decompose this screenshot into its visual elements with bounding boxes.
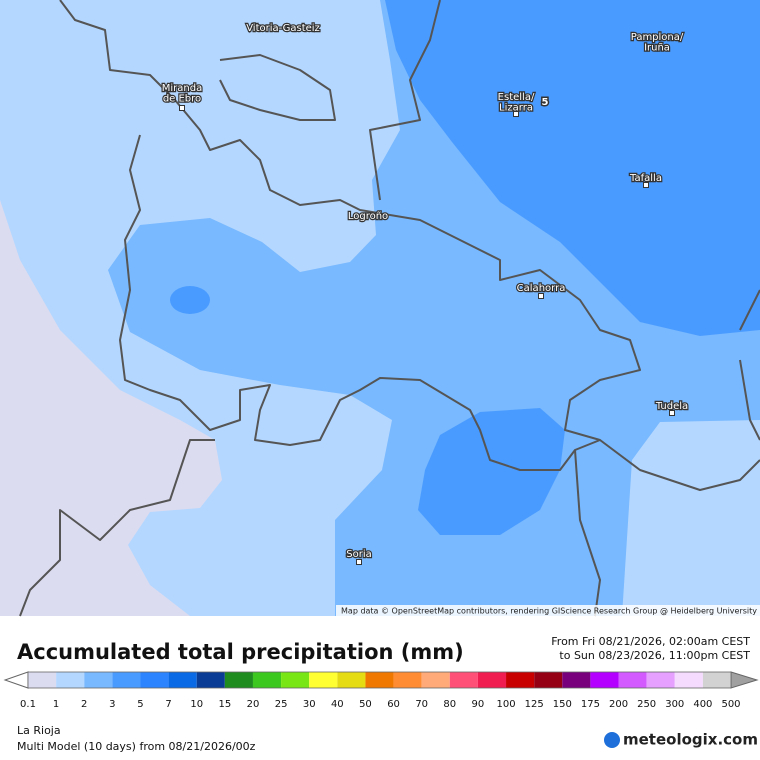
city-label: Vitoria-Gasteiz: [246, 23, 320, 34]
city-dot: [179, 105, 185, 111]
legend-swatch: [421, 672, 450, 688]
city-dot: [356, 559, 362, 565]
city-label: Lizarra: [499, 103, 533, 114]
legend-tick-label: 20: [247, 699, 260, 710]
max-value-label: 5: [542, 97, 549, 108]
legend-tick-label: 100: [496, 699, 515, 710]
legend-tick-label: 15: [218, 699, 231, 710]
legend-tick-label: 30: [303, 699, 316, 710]
border: [59, 0, 760, 491]
logo-text: meteologix.com: [623, 731, 758, 749]
city-label: Soria: [346, 549, 371, 560]
legend-tick-label: 150: [553, 699, 572, 710]
legend-swatch: [252, 672, 282, 688]
city-label: Miranda: [162, 83, 202, 94]
border: [19, 439, 215, 617]
legend-tick-label: 70: [415, 699, 428, 710]
region: La Rioja: [17, 724, 61, 737]
legend: 0.1 1 2 3 5 7 10 15 20 25 30 40 50 60 70 80 90 100 125 150 1…: [3, 671, 759, 710]
border: [369, 0, 441, 201]
legend-swatch: [590, 672, 619, 688]
legend-tick-label: 500: [721, 699, 740, 710]
precip-field: [418, 408, 565, 535]
city-label: Pamplona/: [631, 32, 684, 43]
city-dot: [513, 111, 519, 117]
legend-swatch: [224, 672, 253, 688]
legend-tick-label: 5: [137, 699, 143, 710]
city-label: Estella/: [498, 92, 535, 103]
precip-field: [0, 200, 222, 616]
city-label: Tudela: [655, 401, 688, 412]
legend-tick-label: 1: [53, 699, 59, 710]
legend-swatch: [365, 672, 394, 688]
legend-tick-label: 90: [472, 699, 485, 710]
city-label: Tafalla: [629, 173, 662, 184]
legend-tick-label: 25: [275, 699, 288, 710]
legend-tick-label: 60: [387, 699, 400, 710]
logo: meteologix.com: [604, 731, 758, 749]
legend-swatch: [449, 672, 478, 688]
legend-tick-label: 300: [665, 699, 684, 710]
legend-over: [730, 671, 759, 689]
legend-swatch: [112, 672, 141, 688]
border: [739, 289, 760, 331]
legend-tick-label: 250: [637, 699, 656, 710]
border: [219, 54, 336, 121]
legend-swatch: [168, 672, 197, 688]
city-dot: [669, 410, 675, 416]
legend-tick-label: 400: [693, 699, 712, 710]
border: [739, 359, 760, 441]
legend-tick-label: 200: [609, 699, 628, 710]
legend-swatch: [534, 672, 563, 688]
precip-field: [385, 0, 760, 336]
legend-swatch: [618, 672, 647, 688]
legend-tick-label: 0.1: [20, 699, 36, 710]
title: Accumulated total precipitation (mm): [17, 640, 464, 664]
city-dot: [643, 182, 649, 188]
city-label: de Ebro: [163, 94, 201, 105]
logo-icon: [604, 732, 620, 748]
legend-tick-label: 40: [331, 699, 344, 710]
legend-swatch: [281, 672, 310, 688]
legend-swatch: [84, 672, 113, 688]
legend-tick-label: 10: [190, 699, 203, 710]
legend-swatch: [309, 672, 338, 688]
border: [574, 449, 601, 617]
legend-tick-label: 175: [581, 699, 600, 710]
legend-swatch: [140, 672, 169, 688]
model: Multi Model (10 days) from 08/21/2026/00…: [17, 740, 256, 753]
city-dot: [538, 293, 544, 299]
legend-tick-label: 2: [81, 699, 87, 710]
legend-swatch: [337, 672, 366, 688]
legend-swatch: [196, 672, 225, 688]
city-label: Calahorra: [517, 283, 566, 294]
legend-tick-label: 80: [443, 699, 456, 710]
legend-swatch: [56, 672, 85, 688]
legend-swatch: [506, 672, 535, 688]
legend-tick-label: 3: [109, 699, 115, 710]
attribution-bg: [336, 605, 760, 616]
legend-swatch: [28, 672, 57, 688]
legend-swatch: [674, 672, 703, 688]
border: [119, 134, 601, 471]
legend-swatch: [646, 672, 675, 688]
legend-swatch: [477, 672, 507, 688]
legend-under: [3, 671, 29, 689]
date-to: to Sun 08/23/2026, 11:00pm CEST: [559, 649, 750, 662]
legend-tick-label: 7: [165, 699, 171, 710]
legend-frame: [27, 671, 732, 689]
legend-swatch: [393, 672, 422, 688]
date-from: From Fri 08/21/2026, 02:00am CEST: [551, 635, 750, 648]
legend-swatch: [562, 672, 591, 688]
city-label: Logroño: [348, 211, 388, 222]
legend-tick-label: 50: [359, 699, 372, 710]
city-label: Iruña: [644, 43, 670, 54]
attribution: Map data © OpenStreetMap contributors, r…: [341, 607, 757, 616]
legend-swatch: [702, 672, 731, 688]
legend-tick-label: 125: [525, 699, 544, 710]
precip-field: [170, 286, 210, 314]
